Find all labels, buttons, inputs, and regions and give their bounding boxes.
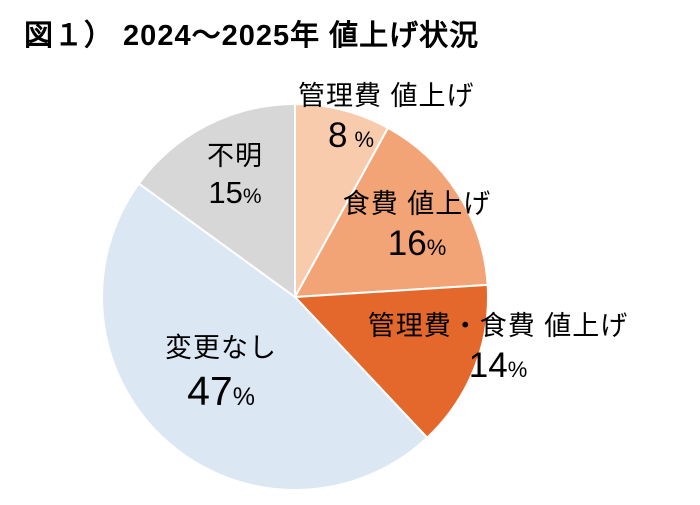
slice-label-text: 変更なし — [165, 333, 277, 363]
slice-percent-value: 16 — [387, 223, 427, 263]
slice-label-text: 食費 値上げ — [342, 189, 492, 219]
percent-sign: % — [242, 184, 262, 208]
slice-percent-value: 14 — [468, 345, 508, 385]
percent-sign: % — [354, 126, 375, 152]
slice-percent: 8% — [328, 114, 548, 158]
slice-label-kanrihi: 管理費 値上げ 8% — [298, 80, 548, 158]
slice-label-text: 不明 — [207, 141, 263, 171]
chart-title: 図１） 2024～2025年 値上げ状況 — [24, 20, 480, 52]
slice-label-shokuhi: 食費 値上げ 16% — [322, 188, 512, 266]
slice-percent-value: 15 — [208, 174, 243, 210]
percent-sign: % — [232, 382, 255, 411]
percent-sign: % — [426, 234, 447, 260]
percent-sign: % — [507, 356, 528, 382]
slice-percent: 14% — [358, 344, 638, 388]
slice-percent: 15% — [168, 174, 302, 213]
slice-label-henkonashi: 変更なし 47% — [126, 332, 316, 417]
slice-percent: 16% — [322, 222, 512, 266]
slice-percent: 47% — [126, 366, 316, 417]
pie-slice-0 — [294, 102, 390, 298]
slice-percent-value: 8 — [328, 115, 348, 155]
pie-slice-1 — [293, 126, 489, 299]
slice-label-text: 管理費 値上げ — [298, 81, 475, 111]
slice-label-fumei: 不明 15% — [168, 140, 302, 213]
slice-percent-value: 47 — [187, 367, 233, 414]
pie-slice-2 — [292, 283, 489, 440]
pie-slice-4 — [137, 102, 296, 299]
slice-label-text: 管理費・食費 値上げ — [367, 311, 629, 341]
slice-label-kanrihi-shokuhi: 管理費・食費 値上げ 14% — [358, 310, 638, 388]
pie-slice-3 — [101, 182, 429, 491]
